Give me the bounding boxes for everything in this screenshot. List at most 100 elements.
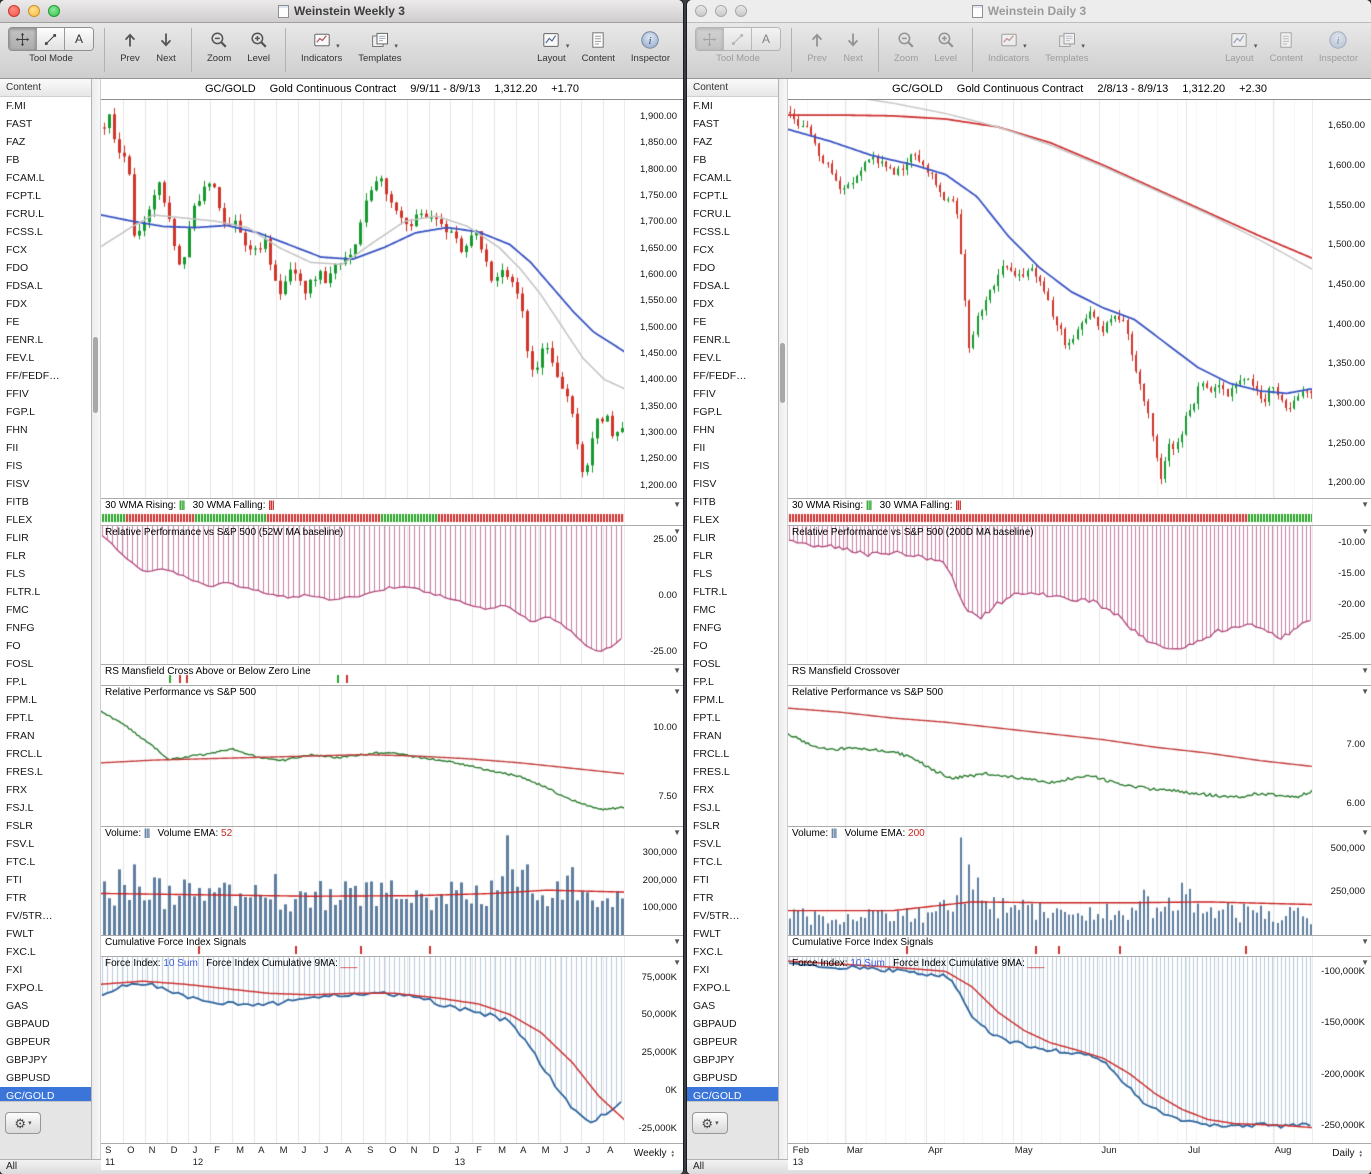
sidebar-item[interactable]: FTR — [693, 892, 714, 904]
sidebar-item[interactable]: FDO — [6, 262, 29, 274]
symbol-list[interactable]: F.MI FAST FAZ FB FCAM.L FCPT.L FCRU.L FCSS.L FCX… — [687, 97, 778, 1101]
sidebar-scrollbar[interactable] — [92, 79, 101, 1159]
pane-disclosure-icon[interactable]: ▼ — [673, 666, 681, 675]
volume-pane[interactable]: 500,000 250,000 Volume: ||| Volume EMA: 20… — [788, 826, 1371, 935]
indicators-button[interactable]: ▾ Indicators — [296, 27, 347, 64]
sidebar-item[interactable]: FLEX — [693, 514, 720, 526]
sidebar-item[interactable]: FGP.L — [693, 406, 722, 418]
indicators-button[interactable]: ▾ Indicators — [983, 27, 1034, 64]
scrollbar-thumb[interactable] — [780, 343, 785, 403]
sidebar-item[interactable]: FO — [6, 640, 21, 652]
sidebar-item[interactable]: FGP.L — [6, 406, 35, 418]
sidebar-item[interactable]: FFIV — [6, 388, 29, 400]
sidebar-item[interactable]: FDX — [6, 298, 27, 310]
sidebar-item[interactable]: FNFG — [6, 622, 35, 634]
sidebar-item[interactable]: FSV.L — [693, 838, 722, 850]
text-tool-button[interactable]: A — [65, 28, 93, 50]
pane-disclosure-icon[interactable]: ▼ — [1361, 828, 1369, 837]
sidebar-item[interactable]: FDX — [693, 298, 714, 310]
close-button[interactable] — [695, 5, 707, 17]
sidebar-item[interactable]: FLIR — [6, 532, 29, 544]
zoom-in-button[interactable]: Level — [242, 27, 275, 64]
sidebar-item[interactable]: FAZ — [6, 136, 26, 148]
prev-button[interactable]: Prev — [115, 27, 145, 64]
layout-button[interactable]: ▾ Layout — [1220, 27, 1259, 64]
pane-disclosure-icon[interactable]: ▼ — [1361, 958, 1369, 967]
sidebar-item[interactable]: FCAM.L — [693, 172, 732, 184]
sidebar-item[interactable]: F.MI — [6, 100, 26, 112]
pane-disclosure-icon[interactable]: ▼ — [673, 937, 681, 946]
sidebar-item[interactable]: FSJ.L — [6, 802, 34, 814]
periodicity-control[interactable]: Weekly ▲ ▼ — [634, 1148, 675, 1159]
zoom-in-button[interactable]: Level — [929, 27, 962, 64]
sidebar-item[interactable]: FSV.L — [6, 838, 35, 850]
relative-performance-lines-pane[interactable]: 7.00 6.00 Relative Performance vs S&P 500 ▼ — [788, 685, 1371, 826]
pane-disclosure-icon[interactable]: ▼ — [1361, 666, 1369, 675]
content-button[interactable]: Content — [577, 27, 620, 64]
sidebar-item[interactable]: FXC.L — [693, 946, 723, 958]
sidebar-item[interactable]: FPT.L — [693, 712, 721, 724]
sidebar-item[interactable]: FLIR — [693, 532, 716, 544]
sidebar-item[interactable]: FCX — [6, 244, 27, 256]
sidebar-item[interactable]: FPT.L — [6, 712, 34, 724]
sidebar-item[interactable]: GBPEUR — [693, 1036, 738, 1048]
sidebar-item[interactable]: FRAN — [6, 730, 35, 742]
stepper-icon[interactable]: ▲ ▼ — [1358, 1148, 1363, 1158]
sidebar-item[interactable]: F.MI — [693, 100, 713, 112]
sidebar-item[interactable]: FB — [6, 154, 20, 166]
sidebar-item[interactable]: FTR — [6, 892, 27, 904]
titlebar[interactable]: Weinstein Daily 3 — [687, 0, 1371, 23]
sidebar-item[interactable]: FRAN — [693, 730, 722, 742]
sidebar-item[interactable]: FWLT — [6, 928, 34, 940]
force-index-pane[interactable]: -100,000K -150,000K -200,000K -250,000K Forc… — [788, 956, 1371, 1143]
price-pane[interactable]: 1,650.00 1,600.00 1,550.00 1,500.00 1,450.00… — [788, 100, 1371, 498]
sidebar-item[interactable]: FLS — [6, 568, 26, 580]
sidebar-item[interactable]: FCPT.L — [693, 190, 729, 202]
symbol-list[interactable]: F.MI FAST FAZ FB FCAM.L FCPT.L FCRU.L FCSS.L FCX… — [0, 97, 91, 1101]
sidebar-item[interactable]: FFIV — [693, 388, 716, 400]
volume-pane[interactable]: 300,000 200,000 100,000 Volume: ||| Volume … — [101, 826, 683, 935]
relative-performance-histogram-pane[interactable]: 25.00 0.00 -25.00 Relative Performance vs S… — [101, 525, 683, 664]
sidebar-item[interactable]: FISV — [6, 478, 30, 490]
pane-disclosure-icon[interactable]: ▼ — [673, 500, 681, 509]
inspector-button[interactable]: i Inspector — [1314, 27, 1363, 64]
rs-mansfield-signals-pane[interactable]: RS Mansfield Crossover ▼ — [788, 664, 1371, 685]
sidebar-item[interactable]: FLR — [693, 550, 713, 562]
inspector-button[interactable]: i Inspector — [626, 27, 675, 64]
sidebar-item[interactable]: FV/5TR… — [693, 910, 740, 922]
sidebar-item[interactable]: FIS — [693, 460, 710, 472]
move-tool-button[interactable] — [696, 28, 724, 50]
sidebar-item[interactable]: FTI — [6, 874, 22, 886]
sidebar-item[interactable]: FRX — [693, 784, 714, 796]
sidebar-item[interactable]: FRES.L — [6, 766, 43, 778]
sidebar-item[interactable]: FDSA.L — [693, 280, 730, 292]
templates-button[interactable]: ▾ Templates — [353, 27, 406, 64]
sidebar-item[interactable]: FEV.L — [693, 352, 722, 364]
sidebar-item[interactable]: FPM.L — [693, 694, 724, 706]
pane-disclosure-icon[interactable]: ▼ — [1361, 687, 1369, 696]
sidebar-item[interactable]: FCPT.L — [6, 190, 42, 202]
prev-button[interactable]: Prev — [802, 27, 832, 64]
sidebar-item[interactable]: FLTR.L — [693, 586, 728, 598]
scope-label[interactable]: All — [693, 1161, 705, 1172]
sidebar-item[interactable]: FMC — [6, 604, 29, 616]
line-tool-button[interactable] — [37, 28, 65, 50]
sidebar-item[interactable]: GBPUSD — [6, 1072, 51, 1084]
next-button[interactable]: Next — [838, 27, 868, 64]
gear-button[interactable]: ⚙ ▾ — [692, 1112, 728, 1134]
sidebar-item[interactable]: FF/FEDF… — [6, 370, 60, 382]
sidebar-item[interactable]: GBPJPY — [6, 1054, 48, 1066]
sidebar-item[interactable]: FTI — [693, 874, 709, 886]
scope-label[interactable]: All — [6, 1161, 18, 1172]
sidebar-item[interactable]: FAST — [6, 118, 33, 130]
zoom-window-button[interactable] — [48, 5, 60, 17]
sidebar-item[interactable]: FCAM.L — [6, 172, 45, 184]
sidebar-item[interactable]: FHN — [6, 424, 28, 436]
sidebar-item[interactable]: FXC.L — [6, 946, 36, 958]
zoom-out-button[interactable]: Zoom — [202, 27, 236, 64]
sidebar-item[interactable]: GAS — [693, 1000, 716, 1012]
sidebar-item[interactable]: FISV — [693, 478, 717, 490]
sidebar-item[interactable]: FLR — [6, 550, 26, 562]
sidebar-item[interactable]: FSLR — [693, 820, 720, 832]
sidebar-item[interactable]: FAST — [693, 118, 720, 130]
